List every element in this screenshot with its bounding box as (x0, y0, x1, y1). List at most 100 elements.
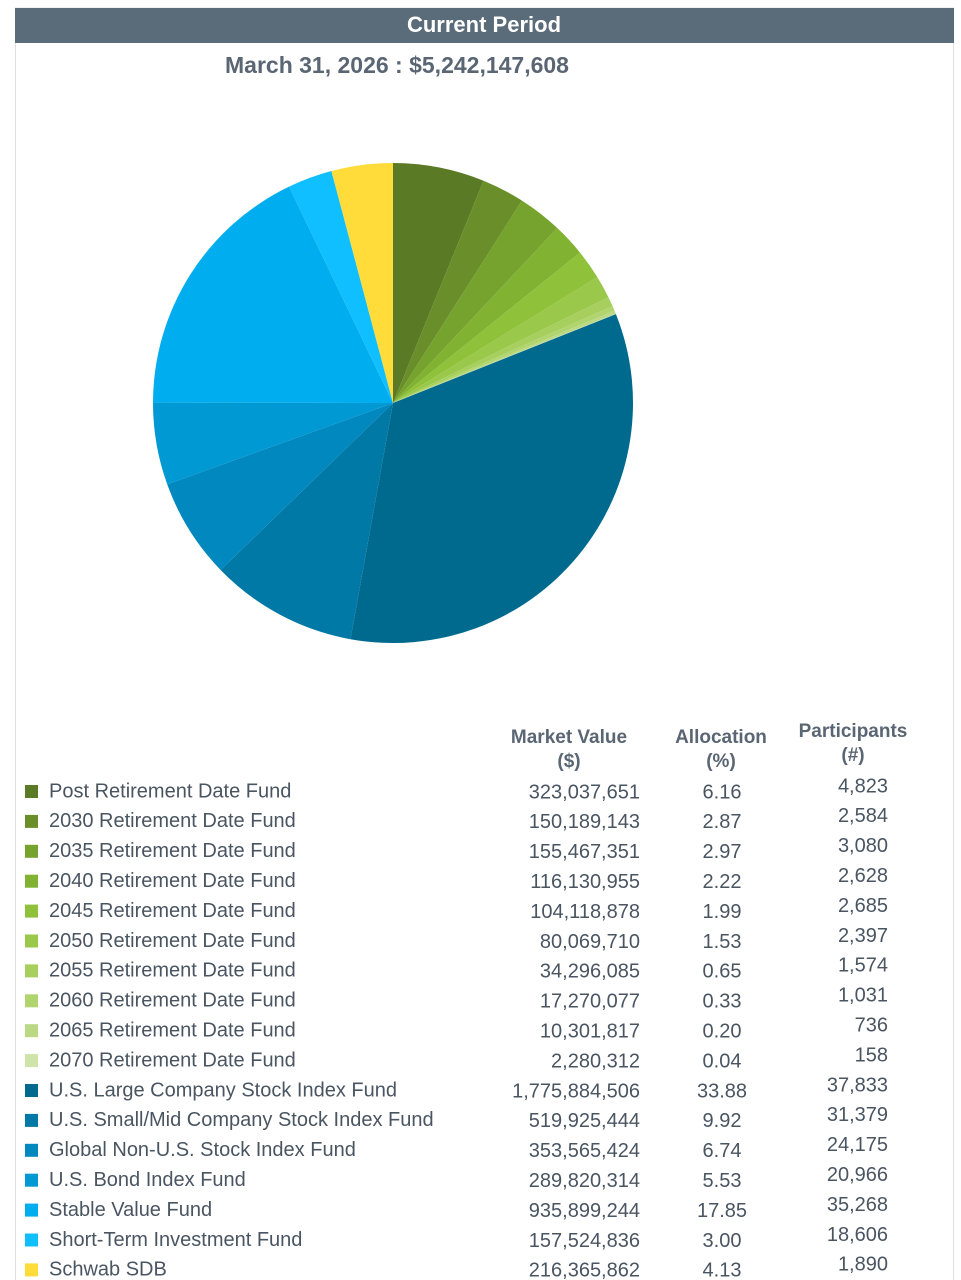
fund-name: 2070 Retirement Date Fund (49, 1049, 296, 1071)
fund-name: U.S. Bond Index Fund (49, 1169, 246, 1191)
participants: 37,833 (827, 1074, 888, 1096)
allocation: 2.87 (703, 811, 742, 833)
column-header: (#) (841, 745, 864, 766)
market-value: 157,524,836 (529, 1230, 640, 1252)
allocation: 6.74 (703, 1140, 742, 1162)
allocation: 5.53 (703, 1170, 742, 1192)
fund-name: 2060 Retirement Date Fund (49, 990, 296, 1012)
participants: 1,574 (838, 955, 888, 977)
pie-slice (153, 402, 393, 485)
allocation: 9.92 (703, 1110, 742, 1132)
pie-slice (393, 180, 522, 403)
participants: 2,628 (838, 865, 888, 887)
pie-slice (289, 171, 393, 403)
column-header: (%) (706, 751, 736, 772)
participants: 35,268 (827, 1194, 888, 1216)
fund-name: 2045 Retirement Date Fund (49, 900, 296, 922)
market-value: 116,130,955 (530, 871, 640, 893)
fund-name: 2055 Retirement Date Fund (49, 960, 296, 982)
market-value: 353,565,424 (529, 1140, 640, 1162)
market-value: 155,467,351 (529, 841, 640, 863)
allocation: 3.00 (703, 1230, 742, 1252)
participants: 736 (855, 1014, 888, 1036)
participants: 1,890 (838, 1254, 888, 1276)
column-header: Market Value (511, 727, 627, 748)
allocation: 1.99 (703, 901, 742, 923)
fund-name: 2030 Retirement Date Fund (49, 810, 296, 832)
allocation: 6.16 (703, 781, 742, 803)
participants: 158 (855, 1044, 888, 1066)
market-value: 935,899,244 (529, 1200, 640, 1222)
fund-name: 2040 Retirement Date Fund (49, 870, 296, 892)
header-bar (15, 8, 954, 43)
column-header: Participants (799, 721, 908, 742)
fund-name: Short-Term Investment Fund (49, 1229, 302, 1251)
market-value: 323,037,651 (529, 781, 640, 803)
pie-slice (167, 403, 393, 570)
pie-slice (331, 163, 393, 403)
market-value: 17,270,077 (540, 991, 640, 1013)
column-header: ($) (557, 751, 580, 772)
pie-slice (393, 228, 581, 403)
pie-slice (393, 306, 615, 403)
market-value: 519,925,444 (529, 1110, 640, 1132)
participants: 1,031 (838, 985, 888, 1007)
legend-swatch (25, 934, 38, 948)
legend-swatch (25, 1263, 38, 1277)
market-value: 104,118,878 (530, 901, 640, 923)
allocation: 2.22 (703, 871, 742, 893)
chart-title: Current Period (407, 12, 561, 37)
allocation: 0.65 (703, 961, 742, 983)
fund-name: Schwab SDB (49, 1259, 167, 1280)
legend-swatch (25, 1084, 38, 1097)
market-value: 1,775,884,506 (512, 1080, 640, 1102)
fund-name: 2050 Retirement Date Fund (49, 930, 296, 952)
pie-slice (393, 310, 616, 403)
legend-swatch (25, 1203, 38, 1217)
legend-swatch (25, 814, 38, 828)
fund-name: Stable Value Fund (49, 1199, 212, 1221)
legend-swatch (25, 1143, 38, 1157)
legend-swatch (25, 994, 38, 1008)
market-value: 150,189,143 (529, 811, 640, 833)
allocation: 17.85 (697, 1200, 747, 1222)
legend-swatch (25, 964, 38, 978)
legend-swatch (25, 844, 38, 858)
fund-name: U.S. Small/Mid Company Stock Index Fund (49, 1109, 434, 1131)
fund-name: 2035 Retirement Date Fund (49, 840, 296, 862)
pie-slice (393, 297, 613, 403)
allocation: 4.13 (703, 1260, 742, 1280)
market-value: 34,296,085 (540, 961, 640, 983)
pie-slice (350, 314, 633, 643)
participants: 20,966 (827, 1164, 888, 1186)
market-value: 216,365,862 (529, 1260, 640, 1280)
allocation: 33.88 (697, 1080, 747, 1102)
pie-slice (393, 277, 609, 403)
column-header: Allocation (675, 727, 767, 748)
participants: 2,685 (838, 895, 888, 917)
pie-slice (393, 252, 598, 403)
participants: 4,823 (838, 775, 888, 797)
legend-swatch (25, 1113, 38, 1127)
allocation: 0.33 (703, 991, 742, 1013)
legend-swatch (25, 874, 38, 888)
pie-slice (393, 163, 484, 403)
allocation: 0.04 (703, 1050, 742, 1072)
legend-swatch (25, 1024, 38, 1038)
allocation: 2.97 (703, 841, 742, 863)
legend-swatch (25, 904, 38, 918)
pie-slice (393, 200, 558, 403)
legend-swatch (25, 1054, 38, 1068)
pie-slice (220, 403, 393, 640)
participants: 31,379 (827, 1104, 888, 1126)
market-value: 289,820,314 (529, 1170, 640, 1192)
allocation: 1.53 (703, 931, 742, 953)
chart-subtitle: March 31, 2026 : $5,242,147,608 (225, 52, 569, 78)
participants: 24,175 (827, 1134, 888, 1156)
participants: 2,397 (838, 925, 888, 947)
legend-swatch (25, 785, 38, 798)
legend-swatch (25, 1173, 38, 1187)
pie-slice (153, 186, 393, 403)
